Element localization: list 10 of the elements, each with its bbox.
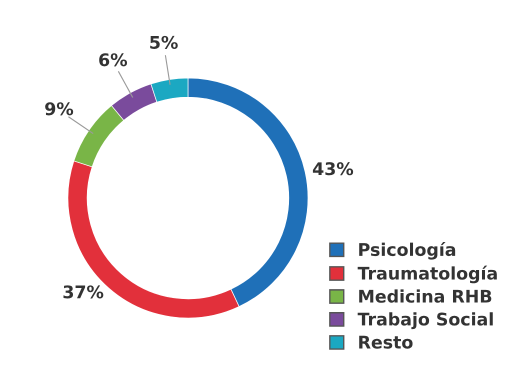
data-label: 5% (150, 36, 178, 49)
legend-label: Traumatología (358, 266, 497, 284)
legend-label: Medicina RHB (359, 289, 492, 303)
legend-label: Trabajo Social (358, 312, 493, 330)
data-label: 9% (45, 102, 74, 116)
legend-label: Psicología (359, 242, 456, 260)
data-label: 43% (312, 162, 354, 176)
legend-label: Resto (359, 336, 413, 349)
data-label: 6% (99, 53, 128, 66)
data-label: 37% (63, 285, 104, 298)
